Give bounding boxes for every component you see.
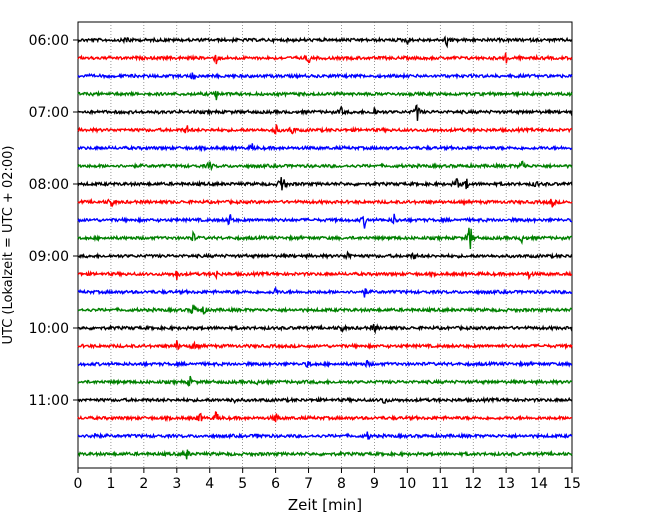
y-tick-label: 09:00 bbox=[29, 249, 69, 265]
traces bbox=[77, 35, 573, 460]
y-axis-label: UTC (Lokalzeit = UTC + 02:00) bbox=[1, 146, 16, 345]
trace-08:30 bbox=[77, 213, 573, 229]
trace-07:00 bbox=[77, 104, 573, 121]
trace-08:15 bbox=[77, 197, 573, 208]
y-tick-label: 11:00 bbox=[29, 393, 69, 409]
y-tick-label: 10:00 bbox=[29, 321, 69, 337]
y-axis: 06:00 07:00 08:00 09:00 10:00 11:00 bbox=[29, 33, 78, 409]
x-tick-label: 3 bbox=[172, 476, 181, 492]
y-tick-label: 06:00 bbox=[29, 33, 69, 49]
y-tick-label: 08:00 bbox=[29, 177, 69, 193]
x-tick-label: 6 bbox=[271, 476, 280, 492]
trace-06:30 bbox=[77, 71, 573, 81]
trace-06:15 bbox=[77, 52, 573, 65]
grid bbox=[110, 22, 540, 468]
x-tick-label: 8 bbox=[337, 476, 346, 492]
trace-10:45 bbox=[77, 375, 573, 387]
x-tick-label: 11 bbox=[431, 476, 449, 492]
x-tick-label: 15 bbox=[563, 476, 581, 492]
x-tick-label: 9 bbox=[370, 476, 379, 492]
x-tick-label: 4 bbox=[205, 476, 214, 492]
trace-10:00 bbox=[77, 323, 573, 335]
x-tick-label: 1 bbox=[106, 476, 115, 492]
plot-area bbox=[77, 21, 573, 469]
trace-09:15 bbox=[77, 269, 573, 281]
trace-07:15 bbox=[77, 124, 573, 135]
trace-10:30 bbox=[77, 359, 573, 369]
trace-11:00 bbox=[77, 395, 573, 405]
x-axis-label: Zeit [min] bbox=[288, 496, 362, 514]
trace-10:15 bbox=[77, 340, 573, 351]
trace-08:00 bbox=[77, 177, 573, 191]
x-tick-label: 2 bbox=[139, 476, 148, 492]
trace-11:30 bbox=[77, 431, 573, 441]
trace-06:45 bbox=[77, 89, 573, 101]
x-tick-label: 13 bbox=[497, 476, 515, 492]
x-tick-label: 14 bbox=[530, 476, 548, 492]
trace-11:45 bbox=[77, 449, 573, 460]
trace-09:30 bbox=[77, 286, 573, 298]
x-tick-label: 12 bbox=[464, 476, 482, 492]
x-axis: 0 1 2 3 4 5 6 7 8 9 10 11 12 13 14 15 bbox=[74, 468, 581, 492]
trace-07:30 bbox=[77, 143, 573, 153]
x-tick-label: 7 bbox=[304, 476, 313, 492]
trace-06:00 bbox=[77, 35, 573, 49]
trace-09:45 bbox=[77, 304, 573, 315]
trace-08:45 bbox=[77, 227, 573, 250]
trace-09:00 bbox=[77, 250, 573, 261]
x-tick-label: 10 bbox=[398, 476, 416, 492]
x-tick-label: 5 bbox=[238, 476, 247, 492]
x-tick-label: 0 bbox=[74, 476, 83, 492]
trace-07:45 bbox=[77, 160, 573, 172]
trace-11:15 bbox=[77, 411, 573, 423]
y-tick-label: 07:00 bbox=[29, 105, 69, 121]
